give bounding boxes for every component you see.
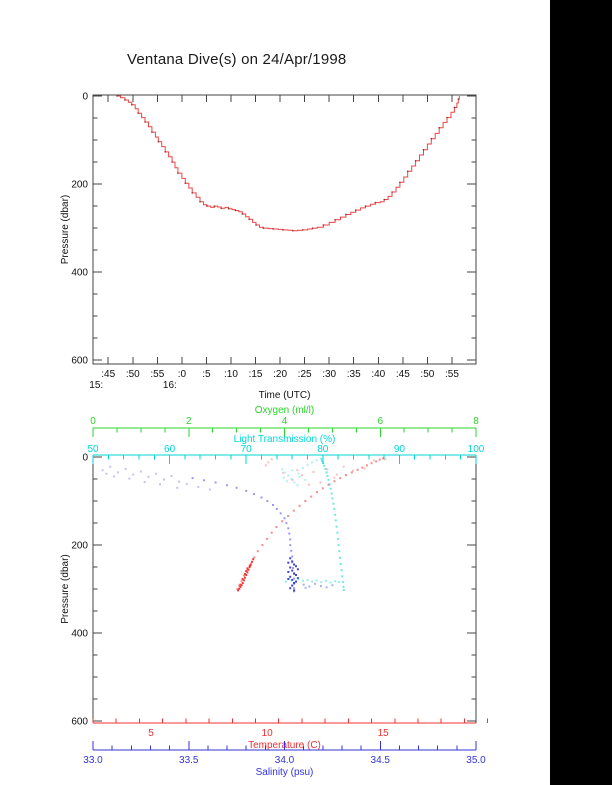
right-black-bar xyxy=(550,0,612,785)
light_transmission-surface_scatter xyxy=(281,459,318,487)
temperature-tick-label: 15 xyxy=(378,728,390,739)
oxygen-tick-label: 4 xyxy=(282,416,288,427)
light-axis-title: Light Transmission (%) xyxy=(234,434,336,445)
plot-title: Ventana Dive(s) on 24/Apr/1998 xyxy=(127,51,347,68)
pressure-tick-label: 200 xyxy=(71,180,88,191)
light-tick-label: 80 xyxy=(317,444,329,455)
hour-label: 15: xyxy=(89,380,103,391)
temperature-series xyxy=(236,457,387,592)
light_transmission-series xyxy=(281,457,345,591)
light-tick-label: 60 xyxy=(164,444,176,455)
salinity-axis: 33.0 33.5 34.0 34.5 35.0 Salinity (psu) xyxy=(83,741,486,778)
light-tick-label: 70 xyxy=(241,444,253,455)
time-tick-label: :30 xyxy=(322,369,336,380)
time-tick-label: :40 xyxy=(371,369,385,380)
ctd-pressure-plot: 0 200 400 600 Pressure (dbar) 0 2 4 6 8 Oxygen (ml… xyxy=(60,405,489,778)
time-tick-label: :50 xyxy=(420,369,434,380)
salinity-tick-label: 33.5 xyxy=(179,755,199,766)
pressure-tick-label: 400 xyxy=(71,268,88,279)
time-tick-label: :45 xyxy=(396,369,410,380)
light-tick-label: 100 xyxy=(468,444,485,455)
time-tick-label: :50 xyxy=(126,369,140,380)
pressure-axis-top-plot: 0 200 400 600 Pressure (dbar) xyxy=(60,92,476,367)
salinity-axis-title: Salinity (psu) xyxy=(256,767,314,778)
time-tick-label: :35 xyxy=(347,369,361,380)
dive-profile-line xyxy=(117,95,460,232)
salinity-tick-label: 34.0 xyxy=(275,755,295,766)
oxygen-axis: 0 2 4 6 8 Oxygen (ml/l) xyxy=(90,405,479,437)
pressure-tick-label: 600 xyxy=(71,717,88,728)
time-tick-label: :15 xyxy=(249,369,263,380)
temperature-tick-label: 5 xyxy=(148,728,154,739)
salinity-tick-label: 33.0 xyxy=(83,755,103,766)
pressure-tick-label: 0 xyxy=(82,453,88,464)
oxygen-tick-label: 6 xyxy=(377,416,383,427)
time-tick-label: :55 xyxy=(445,369,459,380)
salinity-series xyxy=(101,465,334,593)
time-tick-label: :20 xyxy=(273,369,287,380)
oxygen-tick-label: 8 xyxy=(473,416,479,427)
salinity-surface_scatter xyxy=(101,465,211,491)
time-tick-label: :45 xyxy=(101,369,115,380)
pressure-tick-label: 400 xyxy=(71,629,88,640)
dive-profile-markers xyxy=(116,95,460,232)
salinity-tick-label: 35.0 xyxy=(466,755,486,766)
light_transmission-bottom_scatter xyxy=(285,578,340,584)
time-tick-label: :55 xyxy=(150,369,164,380)
salinity-deep_dense xyxy=(287,557,299,592)
x-axis-title: Time (UTC) xyxy=(259,390,311,401)
time-pressure-plot: :4515::50:55:016::5:10:15:20:25:30:35:40… xyxy=(60,92,477,401)
light-axis: 50 60 70 80 90 100 Light Transmission (%) xyxy=(87,434,485,464)
temperature-surface_scatter xyxy=(264,458,387,486)
pressure-axis-bottom-plot: 0 200 400 600 Pressure (dbar) xyxy=(60,453,477,728)
time-tick-label: :5 xyxy=(202,369,211,380)
pressure-tick-label: 200 xyxy=(71,541,88,552)
light-tick-label: 90 xyxy=(394,444,406,455)
time-tick-label: :0 xyxy=(178,369,187,380)
y-axis-title: Pressure (dbar) xyxy=(60,195,71,264)
time-axis: :4515::50:55:016::5:10:15:20:25:30:35:40… xyxy=(89,95,459,401)
time-tick-label: :25 xyxy=(298,369,312,380)
salinity-main xyxy=(191,477,296,593)
time-tick-label: :10 xyxy=(224,369,238,380)
oxygen-tick-label: 2 xyxy=(186,416,192,427)
light_transmission-main xyxy=(320,457,345,591)
temperature-deep_dense xyxy=(237,558,255,592)
light-tick-label: 50 xyxy=(87,444,99,455)
salinity-tick-label: 34.5 xyxy=(371,755,391,766)
oxygen-tick-label: 0 xyxy=(90,416,96,427)
hour-label: 16: xyxy=(163,380,177,391)
y-axis-title: Pressure (dbar) xyxy=(60,554,71,623)
pressure-tick-label: 0 xyxy=(82,92,88,103)
oxygen-axis-title: Oxygen (ml/l) xyxy=(255,405,314,416)
salinity-bottom_scatter xyxy=(302,582,334,589)
temperature-main xyxy=(236,457,385,591)
pressure-tick-label: 600 xyxy=(71,356,88,367)
temperature-tick-label: 10 xyxy=(262,728,274,739)
